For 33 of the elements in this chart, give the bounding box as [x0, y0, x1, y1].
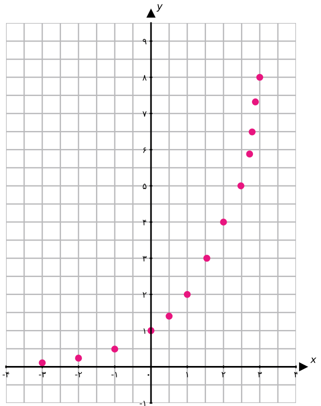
- y-tick-label: ۶: [143, 148, 146, 153]
- y-tick-label: -۱: [140, 400, 146, 406]
- x-tick-label: -۴: [2, 372, 10, 378]
- x-tick-label: ۱: [186, 372, 188, 378]
- y-tick-label: ۸: [142, 75, 147, 80]
- point: [166, 312, 173, 320]
- x-tick-label: ۲: [222, 372, 226, 378]
- point: [111, 346, 118, 353]
- x-axis-title: x: [310, 358, 316, 363]
- x-tick-label: -۱: [111, 372, 117, 378]
- point: [220, 218, 227, 226]
- y-tick-label: ۲: [142, 292, 146, 298]
- point: [184, 290, 191, 298]
- x-tick-label: ۰: [148, 374, 150, 376]
- x-tick-label: ۳: [258, 372, 262, 378]
- y-tick-label: ۴: [142, 220, 146, 226]
- y-tick-label: ۷: [142, 111, 147, 117]
- point: [256, 74, 264, 81]
- point: [248, 128, 256, 136]
- x-tick-label: ۴: [294, 372, 298, 378]
- y-axis-title: y: [156, 4, 163, 12]
- x-tick-label: -۳: [38, 372, 46, 378]
- y-tick-label: ۹: [142, 38, 146, 44]
- point: [246, 150, 254, 158]
- point: [237, 182, 244, 190]
- point: [38, 359, 46, 366]
- x-tick-label: -۲: [75, 372, 82, 378]
- point: [203, 254, 210, 262]
- y-tick-label: ۳: [142, 256, 147, 262]
- y-tick-label: ۵: [142, 184, 146, 190]
- y-tick-label: ۱: [143, 328, 146, 334]
- point: [252, 98, 259, 106]
- point: [75, 354, 82, 362]
